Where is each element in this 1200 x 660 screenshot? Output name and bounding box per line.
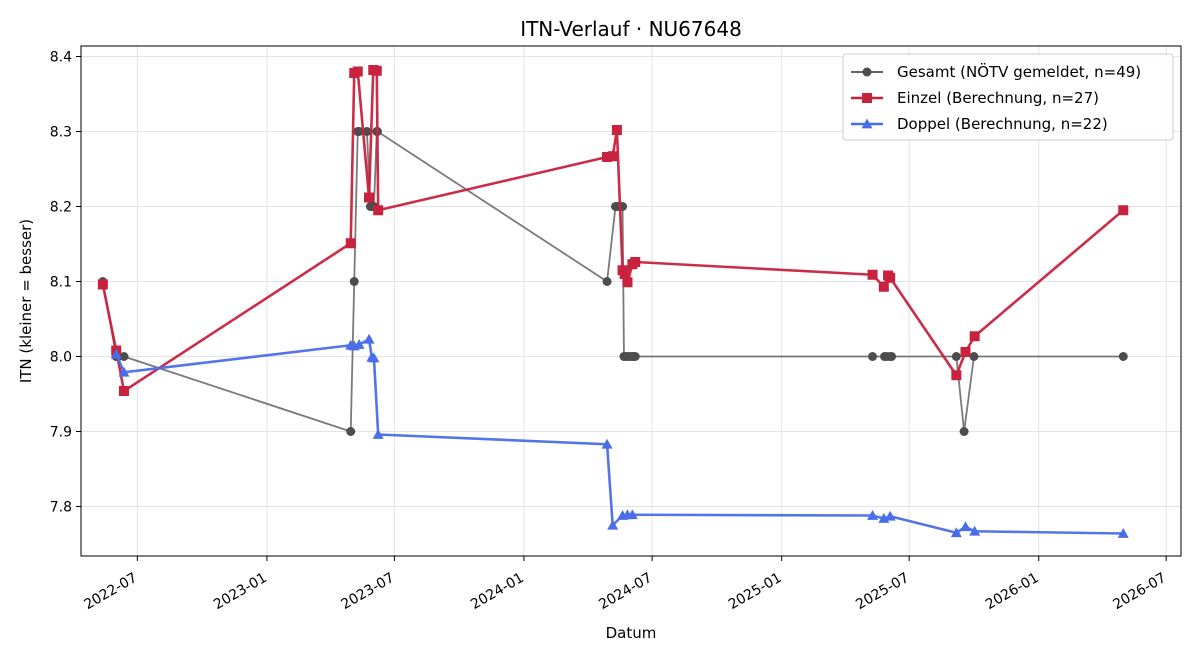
data-point-gesamt [362,127,372,136]
legend: Gesamt (NÖTV gemeldet, n=49) Einzel (Bere… [842,53,1174,141]
data-point-doppel [884,510,896,521]
data-point-einzel [602,152,613,162]
data-point-doppel [950,527,962,538]
x-tick-label: 2024-01 [468,570,527,613]
data-point-einzel [969,331,980,342]
data-point-doppel [607,519,619,530]
data-point-einzel [885,272,896,283]
data-point-einzel [1118,205,1129,216]
plot-area-frame [80,45,1182,557]
y-tick-label: 7.8 [50,500,72,516]
series-doppel [110,333,1129,538]
data-point-einzel [878,281,889,292]
y-tick-label: 8.4 [50,50,72,66]
data-point-doppel [1117,528,1129,538]
data-point-gesamt [630,352,640,361]
data-point-gesamt [1118,352,1128,361]
y-tick-label: 7.9 [50,425,72,441]
y-tick-label: 8.3 [50,125,72,141]
data-point-doppel [118,366,130,377]
data-point-doppel [372,429,384,439]
legend-marker [862,67,872,77]
legend-item-gesamt: Gesamt (NÖTV gemeldet, n=49) [851,62,1141,81]
data-point-einzel [352,66,363,77]
y-tick-label: 8.0 [50,350,72,366]
legend-frame [842,53,1174,141]
x-tick-label: 2023-07 [339,570,398,613]
data-point-doppel [601,438,613,449]
x-axis-title: Datum [606,624,657,642]
data-point-doppel [110,348,122,359]
x-tick-label: 2022-07 [81,570,140,613]
data-point-gesamt [349,277,359,286]
data-point-einzel [345,238,356,249]
data-point-einzel [960,347,971,357]
data-point-gesamt [119,352,129,361]
legend-item-einzel: Einzel (Berechnung, n=27) [851,89,1099,107]
data-point-gesamt [969,352,979,361]
data-point-einzel [619,269,630,279]
x-tick-label: 2026-01 [983,570,1042,613]
series-einzel [97,65,1129,396]
y-tick-label: 8.2 [50,200,72,216]
legend-label: Gesamt (NÖTV gemeldet, n=49) [897,62,1141,81]
legend-item-doppel: Doppel (Berechnung, n=22) [851,115,1108,133]
data-point-einzel [607,151,618,162]
data-point-gesamt [951,352,961,361]
series-layer [97,65,1129,538]
data-point-doppel [960,521,972,532]
y-axis-title: ITN (kleiner = besser) [17,219,35,383]
data-point-einzel [951,370,962,381]
x-tick-label: 2025-01 [726,570,785,613]
data-point-gesamt [868,352,878,361]
chart-title: ITN-Verlauf · NU67648 [520,17,742,41]
data-point-doppel [626,509,638,520]
data-point-doppel [368,352,380,363]
data-point-einzel [364,192,375,203]
data-point-doppel [867,510,879,520]
data-point-gesamt [959,427,969,436]
data-point-doppel [969,525,981,536]
y-tick-label: 8.1 [50,275,72,291]
data-point-einzel [867,269,878,280]
data-point-doppel [363,333,375,344]
data-point-gesamt [887,352,897,361]
data-point-gesamt [354,127,364,136]
legend-marker [861,118,873,129]
data-point-einzel [622,277,633,288]
x-tick-label: 2026-07 [1110,570,1169,613]
data-point-doppel [353,339,365,349]
data-point-gesamt [346,427,356,436]
data-point-einzel [630,257,641,267]
x-tick-label: 2024-07 [596,570,655,613]
data-point-einzel [118,386,129,396]
x-tick-label: 2023-01 [211,570,270,613]
data-point-einzel [371,65,382,76]
x-tick-label: 2025-07 [853,570,912,613]
data-point-einzel [97,279,108,290]
legend-label: Doppel (Berechnung, n=22) [897,115,1108,133]
legend-label: Einzel (Berechnung, n=27) [897,89,1099,107]
data-point-einzel [611,125,622,135]
legend-marker [862,93,872,103]
data-point-gesamt [602,277,612,286]
data-point-einzel [373,205,384,216]
